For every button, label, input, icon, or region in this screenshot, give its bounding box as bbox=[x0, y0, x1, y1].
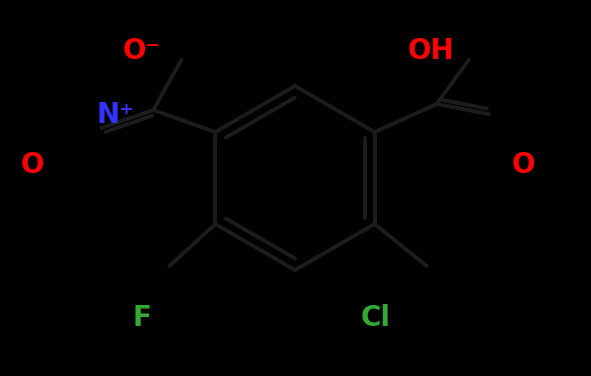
Text: OH: OH bbox=[408, 37, 454, 65]
Text: O⁻: O⁻ bbox=[123, 37, 161, 65]
Text: N⁺: N⁺ bbox=[96, 101, 134, 129]
Text: O: O bbox=[21, 152, 44, 179]
Text: Cl: Cl bbox=[361, 304, 390, 332]
Text: O: O bbox=[511, 152, 535, 179]
Text: F: F bbox=[132, 304, 151, 332]
